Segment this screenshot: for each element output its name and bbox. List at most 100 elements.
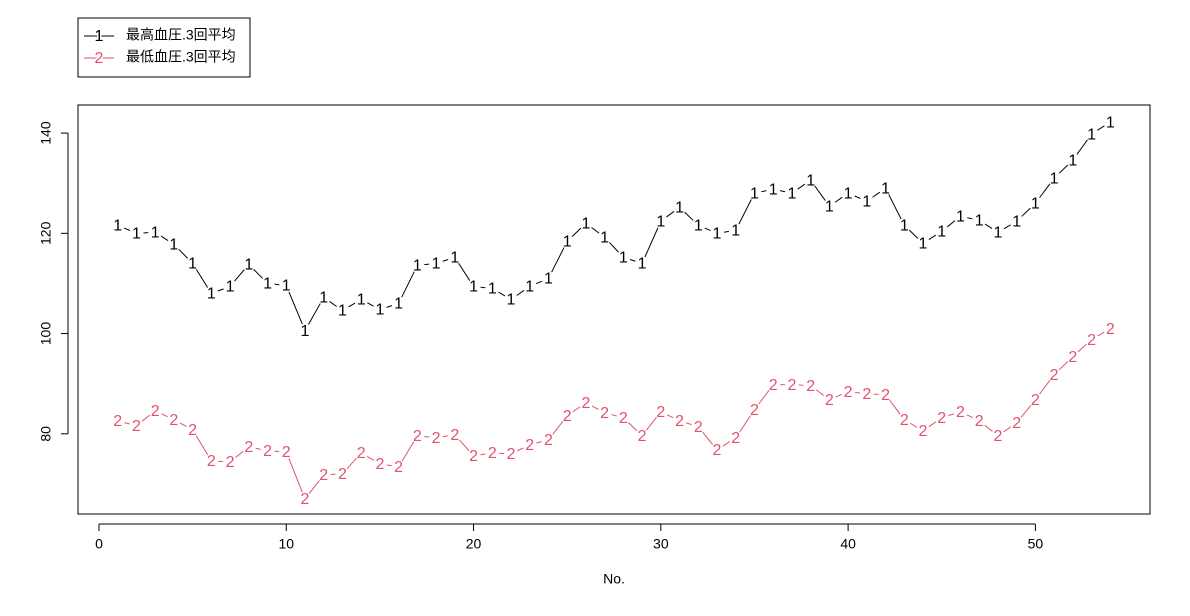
legend-marker: 2 xyxy=(95,50,104,67)
data-point: 1 xyxy=(113,218,122,235)
data-point: 1 xyxy=(1068,152,1077,169)
series-connector xyxy=(1004,427,1011,432)
series-connector xyxy=(1021,405,1031,417)
data-point: 1 xyxy=(1106,114,1115,131)
series-connector xyxy=(367,303,373,306)
series-connector xyxy=(739,199,751,224)
series-connector xyxy=(646,417,656,430)
series-connector xyxy=(480,287,485,288)
data-point: 2 xyxy=(450,427,459,444)
data-point: 1 xyxy=(956,208,965,225)
data-point: 1 xyxy=(937,224,946,241)
series-connector xyxy=(1040,184,1050,198)
data-point: 1 xyxy=(787,185,796,202)
data-point: 2 xyxy=(357,445,366,462)
data-point: 2 xyxy=(413,428,422,445)
series-connector xyxy=(1022,208,1031,216)
data-point: 1 xyxy=(1012,214,1021,231)
data-point: 1 xyxy=(731,223,740,240)
series-connector xyxy=(536,442,541,443)
series-connector xyxy=(256,448,261,449)
series-connector xyxy=(703,432,713,444)
series-connector xyxy=(873,192,880,197)
series-connector xyxy=(910,423,917,427)
data-point: 1 xyxy=(862,193,871,210)
data-point: 2 xyxy=(188,422,197,439)
series-connector xyxy=(705,228,711,231)
data-point: 2 xyxy=(919,423,928,440)
data-point: 2 xyxy=(713,442,722,459)
data-point: 2 xyxy=(319,467,328,484)
series-connector xyxy=(798,184,805,189)
data-point: 1 xyxy=(394,296,403,313)
series-connector xyxy=(890,400,900,414)
data-point: 2 xyxy=(244,439,253,456)
data-point: 1 xyxy=(881,180,890,197)
data-point: 2 xyxy=(282,444,291,461)
data-point: 1 xyxy=(169,237,178,254)
x-tick-label: 10 xyxy=(278,536,294,552)
series-connector xyxy=(573,407,580,412)
data-point: 2 xyxy=(769,377,778,394)
legend-label: 最低血圧.3回平均 xyxy=(126,49,236,65)
series-connector xyxy=(402,272,415,298)
series-connector xyxy=(480,454,485,455)
data-point: 1 xyxy=(357,292,366,309)
data-point: 1 xyxy=(413,258,422,275)
data-point: 1 xyxy=(432,256,441,273)
data-point: 2 xyxy=(1012,415,1021,432)
x-tick-label: 50 xyxy=(1028,536,1044,552)
series-connector xyxy=(667,415,673,418)
series-connector xyxy=(498,292,505,296)
series-connector xyxy=(218,289,224,291)
data-point: 1 xyxy=(806,172,815,189)
series-connector xyxy=(816,390,824,396)
data-point: 2 xyxy=(544,432,553,449)
series-connector xyxy=(124,228,130,231)
series-connector xyxy=(142,415,150,421)
data-point: 2 xyxy=(900,412,909,429)
data-point: 1 xyxy=(469,279,478,296)
data-point: 2 xyxy=(937,410,946,427)
data-point: 1 xyxy=(619,250,628,267)
series-connector xyxy=(855,196,861,199)
series-connector xyxy=(552,248,564,273)
y-tick-label: 140 xyxy=(38,121,54,145)
data-point: 2 xyxy=(394,459,403,476)
data-point: 2 xyxy=(1087,332,1096,349)
series-connector xyxy=(179,249,188,258)
series-connector xyxy=(309,480,319,493)
series-connector xyxy=(180,423,186,426)
data-point: 2 xyxy=(1031,392,1040,409)
series-connector xyxy=(967,415,973,418)
data-point: 1 xyxy=(563,234,572,251)
data-point: 1 xyxy=(713,226,722,243)
series-connector xyxy=(761,191,766,192)
series-connector xyxy=(666,211,674,217)
data-point: 2 xyxy=(750,402,759,419)
series-connector xyxy=(443,436,448,437)
data-point: 2 xyxy=(301,491,310,508)
data-point: 2 xyxy=(731,430,740,447)
legend-label: 最高血圧.3回平均 xyxy=(126,27,236,43)
data-point: 2 xyxy=(1106,321,1115,338)
series-connector xyxy=(985,425,993,431)
series-connector xyxy=(780,191,785,192)
series-connector xyxy=(289,292,302,324)
data-point: 2 xyxy=(694,419,703,436)
data-point: 2 xyxy=(151,403,160,420)
series-connector xyxy=(929,235,936,239)
series-connector xyxy=(443,260,448,262)
series-connector xyxy=(572,228,581,236)
data-point: 1 xyxy=(282,278,291,295)
data-point: 1 xyxy=(226,279,235,296)
data-point: 1 xyxy=(1087,126,1096,143)
series-connector xyxy=(254,269,263,278)
series-connector xyxy=(592,406,598,409)
data-point: 2 xyxy=(1068,349,1077,366)
data-point: 2 xyxy=(581,395,590,412)
series-connector xyxy=(289,458,303,492)
series-connector xyxy=(836,394,842,397)
series-connector xyxy=(235,270,245,281)
data-point: 2 xyxy=(975,413,984,430)
